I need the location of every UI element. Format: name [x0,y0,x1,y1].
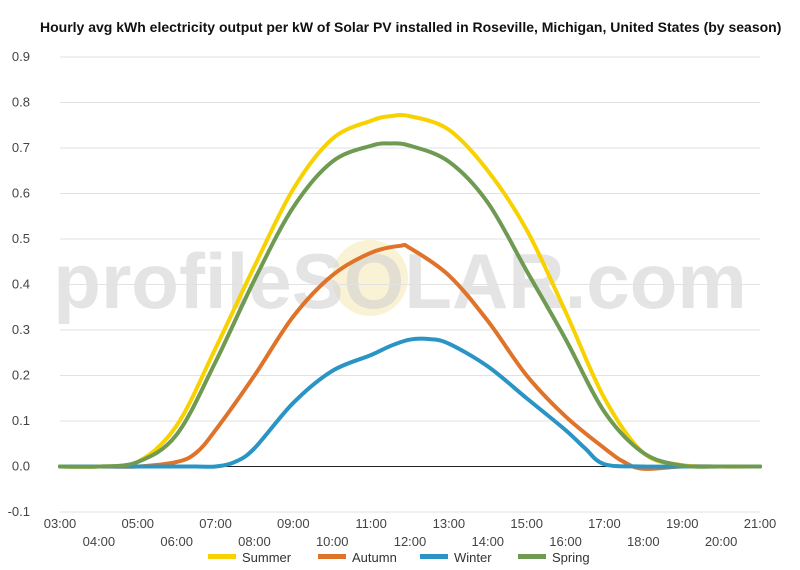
x-tick-label: 03:00 [44,516,77,531]
y-tick-label: 0.2 [12,368,30,383]
series-line-spring [58,141,762,469]
chart-title: Hourly avg kWh electricity output per kW… [40,19,782,35]
legend-label: Summer [242,550,292,565]
x-tick-label: 10:00 [316,534,349,549]
y-tick-label: -0.1 [8,504,30,519]
x-tick-label: 13:00 [433,516,466,531]
x-tick-label: 20:00 [705,534,738,549]
y-tick-label: 0.8 [12,95,30,110]
legend: Summer Autumn Winter Spring [208,550,590,565]
y-axis: -0.1 0.0 0.1 0.2 0.3 0.4 0.5 0.6 0.7 0.8 0.9 [8,49,30,519]
x-tick-label: 07:00 [199,516,232,531]
x-tick-label: 08:00 [238,534,271,549]
x-tick-label: 09:00 [277,516,310,531]
gridlines [60,56,760,513]
y-tick-label: 0.3 [12,322,30,337]
x-tick-label: 12:00 [394,534,427,549]
legend-label: Autumn [352,550,397,565]
y-tick-label: 0.7 [12,140,30,155]
y-tick-label: 0.1 [12,413,30,428]
x-tick-label: 06:00 [160,534,193,549]
legend-item-winter: Winter [420,550,492,565]
y-tick-label: 0.5 [12,231,30,246]
series-line-summer [58,112,762,469]
series-lines [58,112,762,471]
watermark-sun [332,240,408,316]
y-tick-label: 0.0 [12,459,30,474]
y-tick-label: 0.6 [12,186,30,201]
legend-swatch [318,554,346,559]
legend-label: Winter [454,550,492,565]
x-axis: 03:00 04:00 05:00 06:00 07:00 08:00 09:00 10:00… [44,516,777,549]
legend-swatch [420,554,448,559]
x-tick-label: 04:00 [83,534,116,549]
x-tick-label: 05:00 [122,516,155,531]
legend-item-autumn: Autumn [318,550,397,565]
watermark-text: profileSOLAR.com [53,237,746,325]
x-tick-label: 21:00 [744,516,777,531]
x-tick-label: 11:00 [355,516,387,531]
x-tick-label: 15:00 [510,516,543,531]
watermark: profileSOLAR.com [53,237,746,325]
x-tick-label: 16:00 [549,534,582,549]
legend-item-summer: Summer [208,550,292,565]
y-tick-label: 0.4 [12,277,30,292]
y-tick-label: 0.9 [12,49,30,64]
x-tick-label: 14:00 [472,534,505,549]
x-tick-label: 18:00 [627,534,660,549]
x-tick-label: 17:00 [588,516,621,531]
legend-swatch [518,554,546,559]
legend-label: Spring [552,550,590,565]
legend-swatch [208,554,236,559]
x-tick-label: 19:00 [666,516,699,531]
legend-item-spring: Spring [518,550,590,565]
series-line-winter [58,336,762,469]
